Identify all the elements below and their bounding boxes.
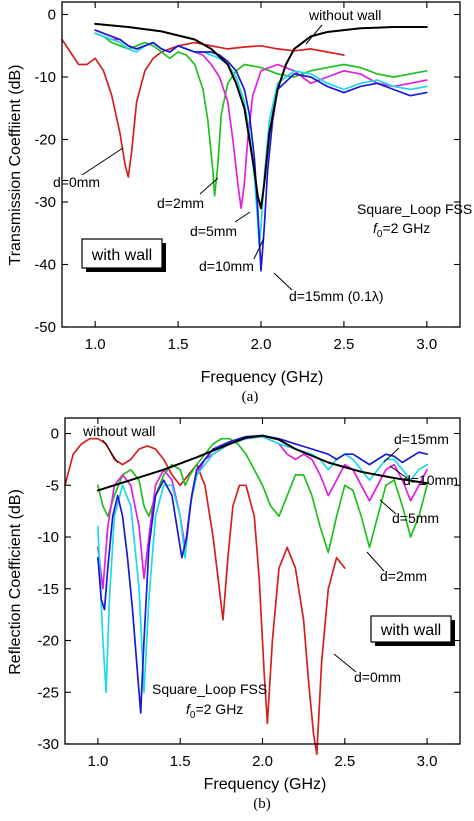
reflection-y-axis-label: Reflection Coefficient (dB) bbox=[7, 489, 24, 675]
transmission-series-line-4 bbox=[94, 29, 428, 272]
reflection-axes: 1.0 1.5 2.0 2.5 3.0 0 -5 -10 -15 -20 -25 -30 bbox=[37, 418, 460, 770]
transmission-annotation-d0: d=0mm bbox=[53, 174, 100, 190]
reflection-x-axis-label: Frequency (GHz) bbox=[204, 776, 327, 793]
transmission-arrow-d10 bbox=[253, 237, 265, 260]
transmission-info-f: f bbox=[373, 220, 379, 236]
transmission-x-tick-label: 2.5 bbox=[333, 336, 354, 353]
reflection-annotation-d5: d=5mm bbox=[392, 510, 439, 526]
reflection-with-wall-label: with wall bbox=[380, 622, 441, 639]
reflection-series-line-4 bbox=[97, 434, 428, 714]
reflection-y-tick-label: -30 bbox=[37, 736, 59, 753]
reflection-y-tick-label: 0 bbox=[51, 426, 59, 443]
reflection-x-tick-label: 2.5 bbox=[334, 753, 355, 770]
reflection-series-line-1 bbox=[97, 437, 428, 554]
transmission-annotation-d10: d=10mm bbox=[199, 258, 254, 274]
reflection-info-line2: f0=2 GHz bbox=[186, 701, 243, 721]
reflection-info-rest: =2 GHz bbox=[195, 701, 243, 717]
reflection-x-tick-label: 2.0 bbox=[252, 753, 273, 770]
transmission-y-tick-label: -30 bbox=[34, 194, 56, 211]
transmission-x-tick-label: 2.0 bbox=[251, 336, 272, 353]
transmission-x-tick-label: 3.0 bbox=[416, 336, 437, 353]
reflection-x-tick-label: 1.0 bbox=[87, 753, 108, 770]
transmission-annotation-d5: d=5mm bbox=[190, 223, 237, 239]
transmission-arrow-d2 bbox=[199, 177, 219, 195]
transmission-arrow-d0 bbox=[81, 147, 124, 176]
reflection-y-tick-label: -20 bbox=[37, 633, 59, 650]
reflection-y-tick-label: -15 bbox=[37, 581, 59, 598]
reflection-x-tick-label: 1.5 bbox=[170, 753, 191, 770]
transmission-annotation-d15: d=15mm (0.1λ) bbox=[289, 288, 384, 304]
transmission-y-tick-label: 0 bbox=[48, 7, 56, 24]
reflection-chart: 1.0 1.5 2.0 2.5 3.0 0 -5 -10 -15 -20 -25 -30 Reflec… bbox=[7, 417, 461, 812]
reflection-info-line1: Square_Loop FSS bbox=[152, 681, 267, 697]
reflection-panel-caption: (b) bbox=[253, 796, 271, 812]
reflection-annotation-d0: d=0mm bbox=[354, 669, 401, 685]
reflection-arrow-d5 bbox=[379, 499, 397, 515]
reflection-annotation-d2: d=2mm bbox=[380, 568, 427, 584]
transmission-plot-frame bbox=[61, 1, 461, 328]
reflection-with-wall-box bbox=[370, 615, 452, 643]
transmission-info-line2: f0=2 GHz bbox=[373, 220, 430, 240]
reflection-series-line-5 bbox=[96, 434, 429, 492]
transmission-chart: 1.0 1.5 2.0 2.5 3.0 0 -10 -20 -30 -40 -50 Transmis… bbox=[7, 1, 472, 405]
reflection-arrow-d15 bbox=[383, 447, 400, 463]
transmission-annotation-without-wall: without wall bbox=[308, 7, 381, 23]
transmission-y-tick-label: -10 bbox=[34, 69, 56, 86]
transmission-x-tick-label: 1.5 bbox=[168, 336, 189, 353]
reflection-arrow-d10 bbox=[389, 465, 408, 479]
reflection-plot-frame bbox=[64, 417, 461, 745]
transmission-panel-caption: (a) bbox=[242, 389, 259, 405]
transmission-y-axis-label: Transmission Coeffiient (dB) bbox=[7, 65, 24, 266]
transmission-x-axis-label: Frequency (GHz) bbox=[201, 369, 324, 386]
reflection-info-sub: 0 bbox=[190, 710, 196, 721]
transmission-arrow-d15 bbox=[273, 272, 293, 291]
transmission-series-line-5 bbox=[94, 22, 428, 210]
reflection-annotation-d10: d=10mm bbox=[403, 472, 458, 488]
transmission-series bbox=[61, 22, 428, 272]
reflection-series-line-0 bbox=[64, 437, 346, 756]
transmission-series-line-1 bbox=[94, 32, 428, 197]
transmission-arrow-d5 bbox=[234, 211, 251, 223]
reflection-y-tick-label: -10 bbox=[37, 529, 59, 546]
reflection-y-tick-label: -25 bbox=[37, 684, 59, 701]
reflection-info-f: f bbox=[186, 701, 192, 717]
reflection-arrow-d0 bbox=[333, 653, 357, 673]
transmission-y-tick-label: -40 bbox=[34, 257, 56, 274]
transmission-with-wall-label: with wall bbox=[91, 247, 152, 264]
reflection-arrow-without-wall bbox=[102, 439, 119, 464]
reflection-x-tick-label: 3.0 bbox=[417, 753, 438, 770]
transmission-x-tick-label: 1.0 bbox=[85, 336, 106, 353]
transmission-info-rest: =2 GHz bbox=[382, 220, 430, 236]
transmission-series-line-0 bbox=[61, 38, 345, 178]
reflection-annotation-without-wall: without wall bbox=[82, 423, 155, 439]
reflection-annotation-d15: d=15mm bbox=[394, 431, 449, 447]
reflection-y-tick-label: -5 bbox=[46, 477, 59, 494]
reflection-arrow-d2 bbox=[366, 551, 385, 572]
transmission-annotation-d2: d=2mm bbox=[157, 195, 204, 211]
transmission-y-tick-label: -20 bbox=[34, 132, 56, 149]
transmission-info-sub: 0 bbox=[377, 229, 383, 240]
transmission-series-line-2 bbox=[94, 32, 428, 210]
reflection-series bbox=[64, 434, 429, 756]
transmission-y-tick-label: -50 bbox=[34, 319, 56, 336]
transmission-axes: 1.0 1.5 2.0 2.5 3.0 0 -10 -20 -30 -40 -50 bbox=[34, 2, 460, 353]
transmission-with-wall-box bbox=[81, 238, 163, 269]
transmission-info-line1: Square_Loop FSS bbox=[357, 201, 472, 217]
transmission-arrow-without-wall bbox=[305, 24, 323, 45]
